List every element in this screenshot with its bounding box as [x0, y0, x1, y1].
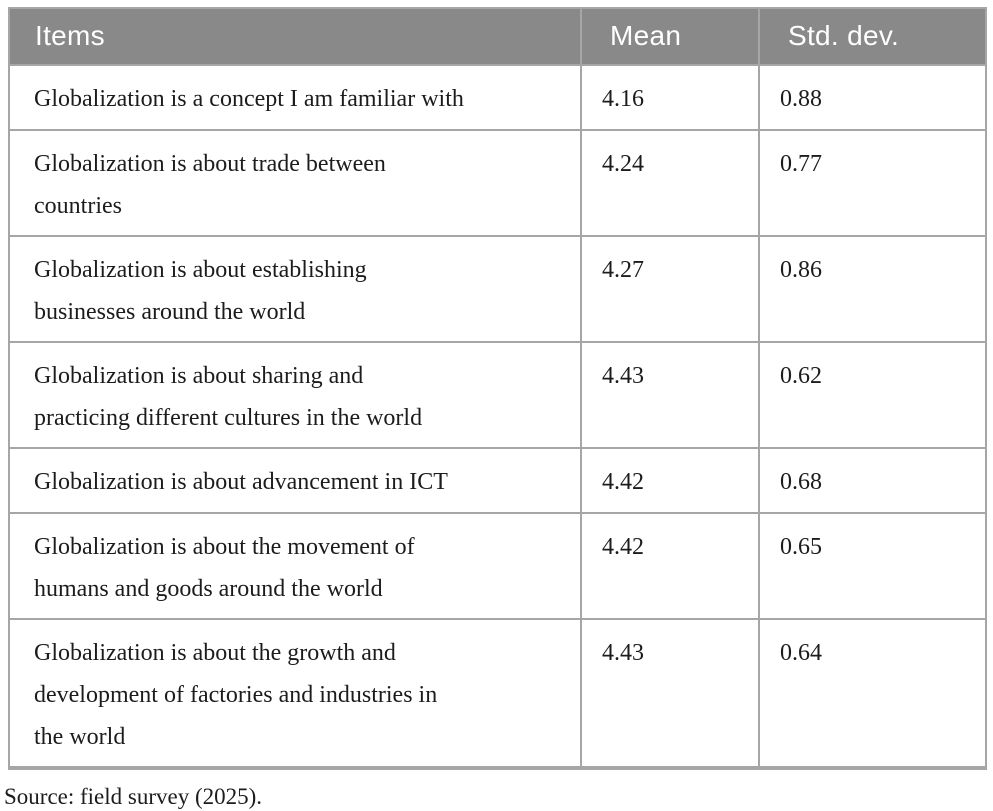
column-header-std-dev: Std. dev. [758, 7, 987, 66]
mean-cell: 4.42 [580, 447, 760, 514]
descriptive-statistics-table: Items Mean Std. dev. Globalization is a … [8, 7, 987, 770]
mean-cell: 4.43 [580, 618, 760, 769]
std-dev-cell: 0.86 [758, 235, 987, 343]
table-row: Globalization is a concept I am familiar… [8, 64, 987, 131]
std-dev-cell: 0.77 [758, 129, 987, 237]
source-note: Source: field survey (2025). [4, 784, 263, 809]
item-cell: Globalization is about advancement in IC… [8, 447, 582, 514]
mean-cell: 4.27 [580, 235, 760, 343]
item-cell: Globalization is about the growth and de… [8, 618, 582, 769]
std-dev-cell: 0.65 [758, 512, 987, 620]
header-row: Items Mean Std. dev. [8, 7, 987, 66]
item-cell: Globalization is about trade between cou… [8, 129, 582, 237]
mean-cell: 4.24 [580, 129, 760, 237]
mean-cell: 4.43 [580, 341, 760, 449]
table-row: Globalization is about the growth and de… [8, 618, 987, 769]
table-row: Globalization is about the movement of h… [8, 512, 987, 620]
std-dev-cell: 0.88 [758, 64, 987, 131]
item-cell: Globalization is about the movement of h… [8, 512, 582, 620]
table-row: Globalization is about sharing and pract… [8, 341, 987, 449]
column-header-mean: Mean [580, 7, 760, 66]
table-row: Globalization is about establishing busi… [8, 235, 987, 343]
mean-cell: 4.42 [580, 512, 760, 620]
std-dev-cell: 0.64 [758, 618, 987, 769]
mean-cell: 4.16 [580, 64, 760, 131]
column-header-items: Items [8, 7, 582, 66]
item-cell: Globalization is about sharing and pract… [8, 341, 582, 449]
table-row: Globalization is about trade between cou… [8, 129, 987, 237]
item-cell: Globalization is a concept I am familiar… [8, 64, 582, 131]
item-cell: Globalization is about establishing busi… [8, 235, 582, 343]
std-dev-cell: 0.68 [758, 447, 987, 514]
std-dev-cell: 0.62 [758, 341, 987, 449]
table-row: Globalization is about advancement in IC… [8, 447, 987, 514]
